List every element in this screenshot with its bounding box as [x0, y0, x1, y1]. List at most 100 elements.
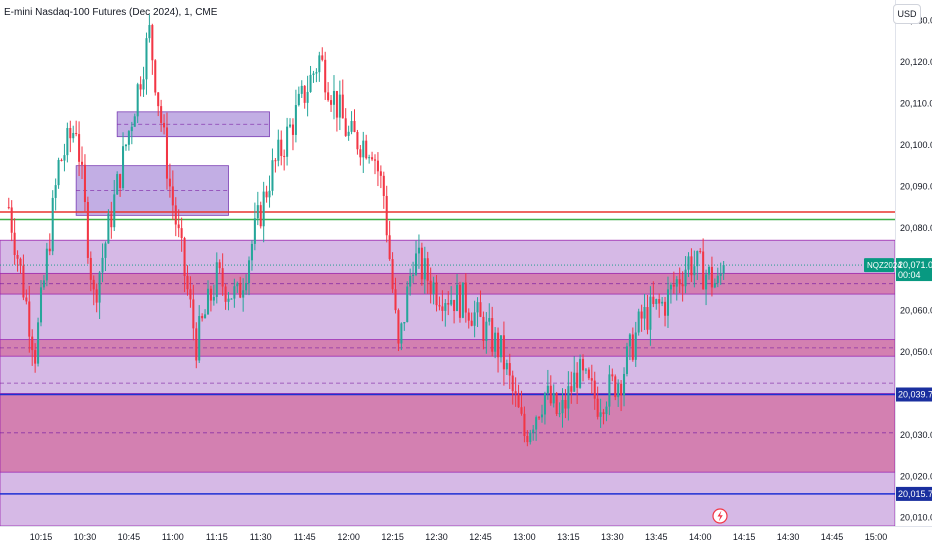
candle [499, 335, 503, 358]
candle [233, 286, 236, 299]
candle [42, 280, 45, 288]
candle [221, 268, 224, 287]
candle [22, 265, 25, 298]
candle [72, 132, 75, 139]
candle [497, 332, 500, 358]
currency-button[interactable]: USD [893, 4, 921, 24]
y-tick-label: 20,060.00 [900, 306, 932, 316]
candle [640, 311, 643, 319]
candle [69, 127, 72, 139]
candle [303, 85, 306, 103]
candle [584, 369, 587, 371]
candle [230, 298, 233, 300]
candle [151, 25, 154, 61]
candle [678, 279, 681, 285]
x-tick-label: 10:45 [118, 532, 141, 542]
candle [347, 131, 350, 136]
level-price-label [896, 486, 932, 501]
candle [160, 106, 163, 123]
candle [693, 266, 696, 276]
candle [558, 413, 561, 415]
candle [312, 73, 315, 75]
candle [508, 363, 511, 376]
zones-layer [0, 111, 896, 527]
candle [675, 279, 678, 287]
candle [617, 383, 620, 398]
candle [412, 274, 415, 276]
candle [388, 235, 391, 260]
candle [107, 213, 110, 244]
candle [655, 299, 658, 305]
candle [371, 157, 374, 160]
candle [517, 394, 520, 408]
candle [13, 232, 16, 256]
candle [623, 373, 626, 396]
candle [713, 283, 716, 288]
candle [359, 149, 362, 158]
candle [139, 84, 142, 90]
candle [429, 280, 432, 294]
candle [95, 289, 98, 303]
candle [552, 393, 555, 404]
candle [163, 122, 166, 128]
x-tick-label: 10:30 [74, 532, 97, 542]
candle [212, 296, 215, 301]
candle [505, 363, 508, 370]
candle [16, 255, 19, 259]
time-axis[interactable]: 10:15 10:30 10:45 11:00 11:15 11:30 11:45 12:00… [0, 526, 932, 550]
candles-layer [7, 14, 725, 447]
level-price-label [896, 387, 932, 402]
level-price-text: 20,015.75 [898, 489, 932, 499]
candle [555, 393, 558, 414]
candle [101, 257, 104, 273]
candle [25, 297, 28, 302]
candle [379, 171, 382, 176]
candle [587, 369, 590, 379]
candle [154, 60, 157, 93]
candle [573, 372, 576, 392]
candle [406, 286, 409, 323]
candle [664, 301, 667, 316]
candle [391, 259, 394, 290]
candle [148, 25, 151, 39]
x-tick-label: 14:15 [733, 532, 756, 542]
y-tick-label: 20,010.00 [900, 513, 932, 523]
candle [514, 391, 517, 395]
candle [291, 124, 294, 135]
candle [271, 160, 274, 191]
candle [373, 159, 377, 161]
candle [136, 84, 139, 117]
candle [60, 159, 63, 161]
candle [127, 131, 130, 145]
candle [39, 287, 43, 323]
candle [625, 346, 628, 374]
candle [157, 92, 160, 107]
candle [532, 429, 535, 433]
candle [707, 266, 711, 275]
candle [338, 94, 341, 118]
candle [611, 374, 614, 377]
candle [702, 251, 705, 290]
candle [177, 224, 180, 229]
candle [461, 282, 464, 318]
candle [124, 144, 127, 147]
candle [608, 374, 611, 407]
candle [549, 385, 552, 404]
candle [502, 335, 505, 370]
x-tick-label: 11:30 [250, 532, 272, 542]
candle [435, 282, 438, 306]
candle [602, 412, 605, 415]
candle [48, 248, 51, 252]
candle [643, 307, 646, 319]
candle [315, 72, 318, 74]
flash-icon[interactable] [712, 508, 728, 524]
candle [28, 301, 31, 337]
candle [696, 251, 699, 267]
candle [122, 146, 125, 189]
last-price-text: 20,071.00 [898, 260, 932, 270]
candle [206, 288, 210, 315]
y-tick-label: 20,020.00 [900, 471, 932, 481]
candle [599, 412, 602, 417]
